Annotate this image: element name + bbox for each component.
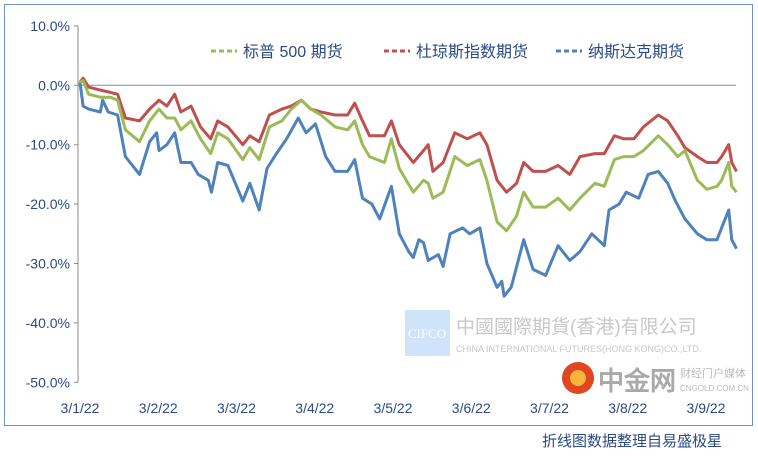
x-tick-label: 3/1/22 [61, 400, 100, 416]
y-tick-label: -50.0% [26, 374, 70, 390]
x-tick-label: 3/7/22 [530, 400, 569, 416]
series-line [79, 79, 738, 233]
series-line [78, 82, 738, 298]
cifco-logo-text: CIFCO [408, 326, 446, 341]
x-tick-label: 3/3/22 [217, 400, 256, 416]
cngold-url: CNGOLD.COM.CN [680, 384, 749, 393]
y-tick-label: -40.0% [26, 315, 70, 331]
y-tick-label: 0.0% [38, 77, 70, 93]
cifco-name-cn: 中國國際期貨(香港)有限公司 [456, 316, 697, 338]
cngold-logo-icon [570, 370, 586, 386]
x-tick-label: 3/5/22 [374, 400, 413, 416]
cngold-name: 中金网 [598, 366, 676, 396]
y-tick-label: -30.0% [26, 256, 70, 272]
legend-label: 纳斯达克期货 [588, 43, 684, 61]
x-tick-label: 3/4/22 [295, 400, 334, 416]
x-tick-label: 3/8/22 [608, 400, 647, 416]
series-line [78, 76, 738, 194]
cngold-tag: 财经门户媒体 [680, 366, 746, 380]
x-tick-label: 3/9/22 [687, 400, 726, 416]
y-tick-label: -10.0% [26, 137, 70, 153]
cifco-watermark: CIFCO 中國國際期貨(香港)有限公司 CHINA INTERNATIONAL… [405, 310, 701, 356]
cifco-name-en: CHINA INTERNATIONAL FUTURES(HONG KONG)CO… [456, 344, 701, 354]
cngold-watermark: 中金网 财经门户媒体 CNGOLD.COM.CN [562, 362, 749, 396]
chart-frame [4, 4, 753, 426]
legend-label: 杜琼斯指数期货 [416, 43, 528, 61]
y-tick-label: 10.0% [30, 18, 70, 34]
source-note: 折线图数据整理自易盛极星 [541, 433, 722, 450]
legend-label: 标普 500 期货 [243, 43, 343, 61]
y-tick-label: -20.0% [26, 196, 70, 212]
x-tick-label: 3/2/22 [139, 400, 178, 416]
x-tick-label: 3/6/22 [452, 400, 491, 416]
